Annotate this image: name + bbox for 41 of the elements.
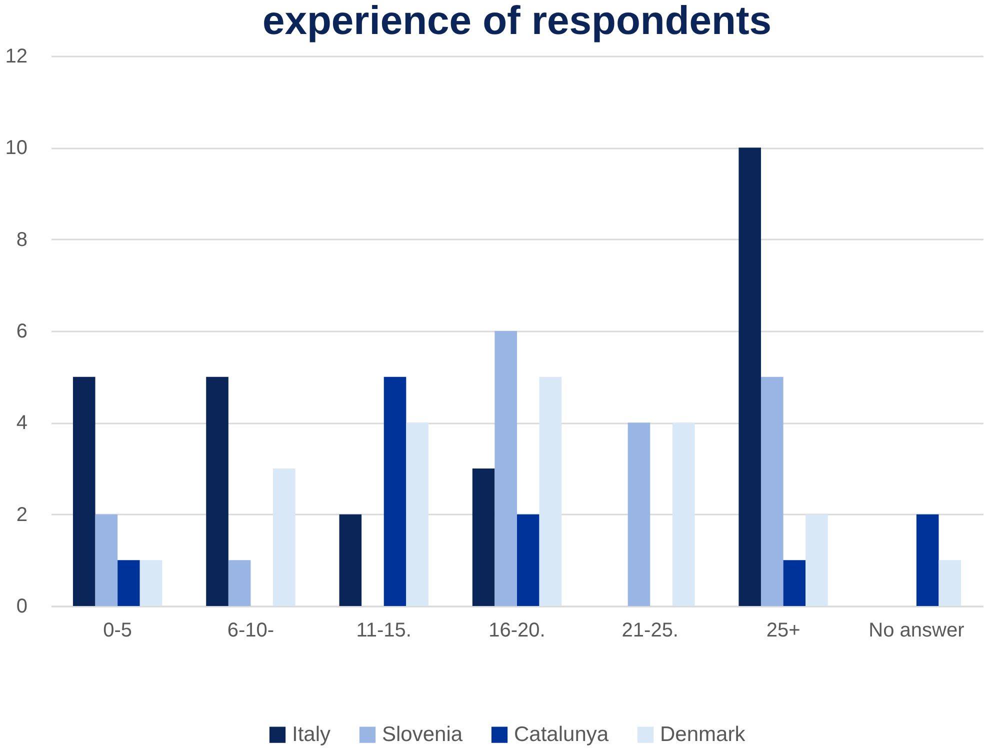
bar [672,422,695,606]
bar [916,514,939,606]
legend-label: Catalunya [514,722,609,746]
x-tick-label: No answer [868,620,965,642]
x-tick-label: 25+ [766,620,800,642]
x-tick-label: 11-15. [356,620,412,642]
bar [228,560,251,606]
y-tick-label: 12 [5,46,28,68]
x-tick-label: 21-25. [622,620,678,642]
y-tick-label: 0 [16,596,28,618]
bar [118,560,140,606]
bar [140,560,162,606]
bar [384,376,406,606]
bar [339,514,362,606]
legend-label: Denmark [660,722,746,746]
bar [517,514,540,606]
bar [95,514,118,606]
bar [406,422,428,606]
y-tick-label: 4 [16,412,28,434]
bar [72,376,96,606]
x-tick-label: 0-5 [103,620,132,642]
bar [628,422,650,606]
legend-label: Slovenia [382,722,463,746]
chart-title: experience of respondents [262,0,772,43]
bar [806,514,828,606]
bar [783,560,806,606]
bar [539,376,562,606]
x-tick-label: 16-20. [488,620,546,642]
bar [938,560,962,606]
y-tick-label: 10 [5,137,28,160]
y-tick-label: 8 [16,228,28,251]
bar [760,376,784,606]
bar [494,331,517,606]
bar [738,148,761,606]
x-tick-label: 6-10- [227,620,274,642]
y-tick-label: 6 [16,320,28,342]
legend-label: Italy [292,722,332,746]
bar [206,376,228,606]
bar [472,468,495,606]
bar [273,468,296,606]
y-tick-label: 2 [16,504,28,526]
